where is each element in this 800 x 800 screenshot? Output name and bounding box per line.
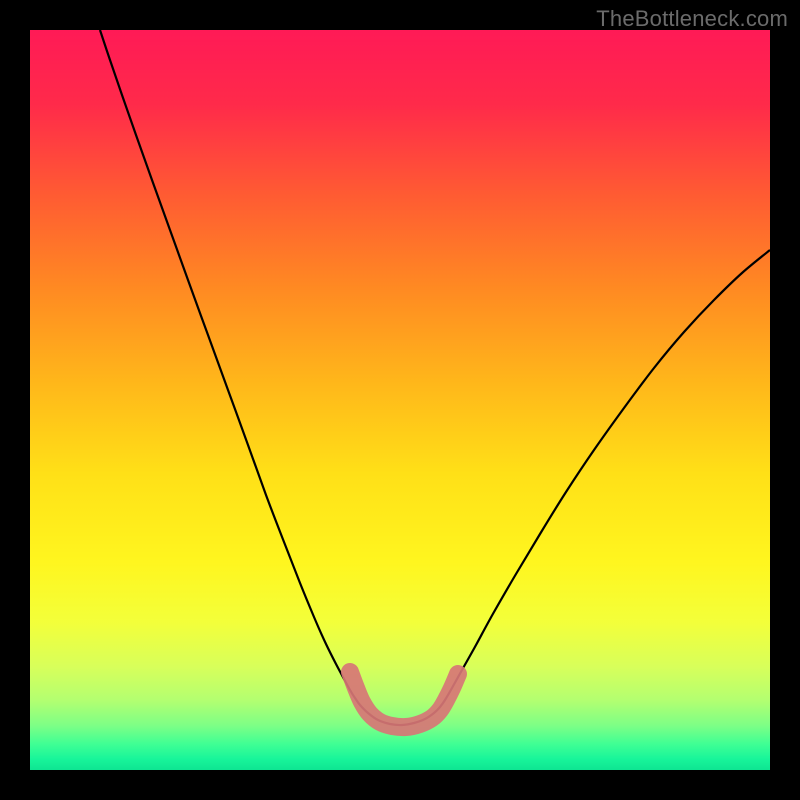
plot-svg bbox=[30, 30, 770, 770]
plot-area bbox=[30, 30, 770, 770]
chart-frame: TheBottleneck.com bbox=[0, 0, 800, 800]
watermark-text: TheBottleneck.com bbox=[596, 6, 788, 32]
gradient-background bbox=[30, 30, 770, 770]
